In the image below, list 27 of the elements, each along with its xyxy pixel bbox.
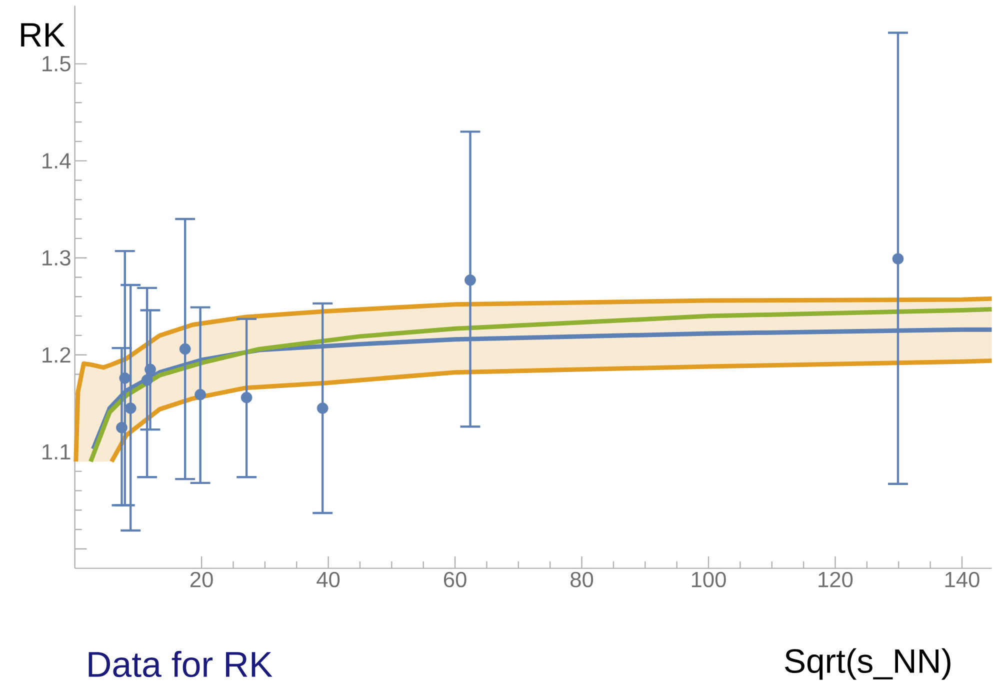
x-tick-label: 80 [570, 572, 594, 588]
y-axis-title: RK [21, 23, 65, 46]
point [141, 374, 153, 386]
y-tick-label: 1.2 [42, 347, 70, 362]
text: Data for RK [88, 650, 272, 677]
point [316, 402, 328, 414]
x-tick-label: 40 [316, 572, 340, 588]
y-tick-label: 1.1 [42, 444, 70, 460]
x-axis-title: Sqrt(s_NN) [785, 648, 950, 680]
point [116, 422, 128, 434]
y-tick-label: 1.5 [42, 56, 70, 72]
x-tick-label: 20 [190, 572, 213, 588]
point [124, 402, 136, 414]
point [892, 252, 904, 264]
x-tick-label: 140 [945, 572, 980, 588]
point [179, 343, 191, 355]
y-tick-label: 1.3 [42, 250, 70, 266]
point [194, 388, 206, 400]
y-tick-label: 1.4 [42, 153, 71, 168]
point [144, 364, 156, 375]
x-tick-label: 120 [818, 572, 853, 588]
point [464, 274, 476, 286]
x-tick-label: 60 [444, 572, 466, 588]
x-tick-label: 100 [692, 572, 726, 588]
point [240, 392, 252, 404]
point [119, 372, 131, 384]
line-series [109, 358, 994, 464]
